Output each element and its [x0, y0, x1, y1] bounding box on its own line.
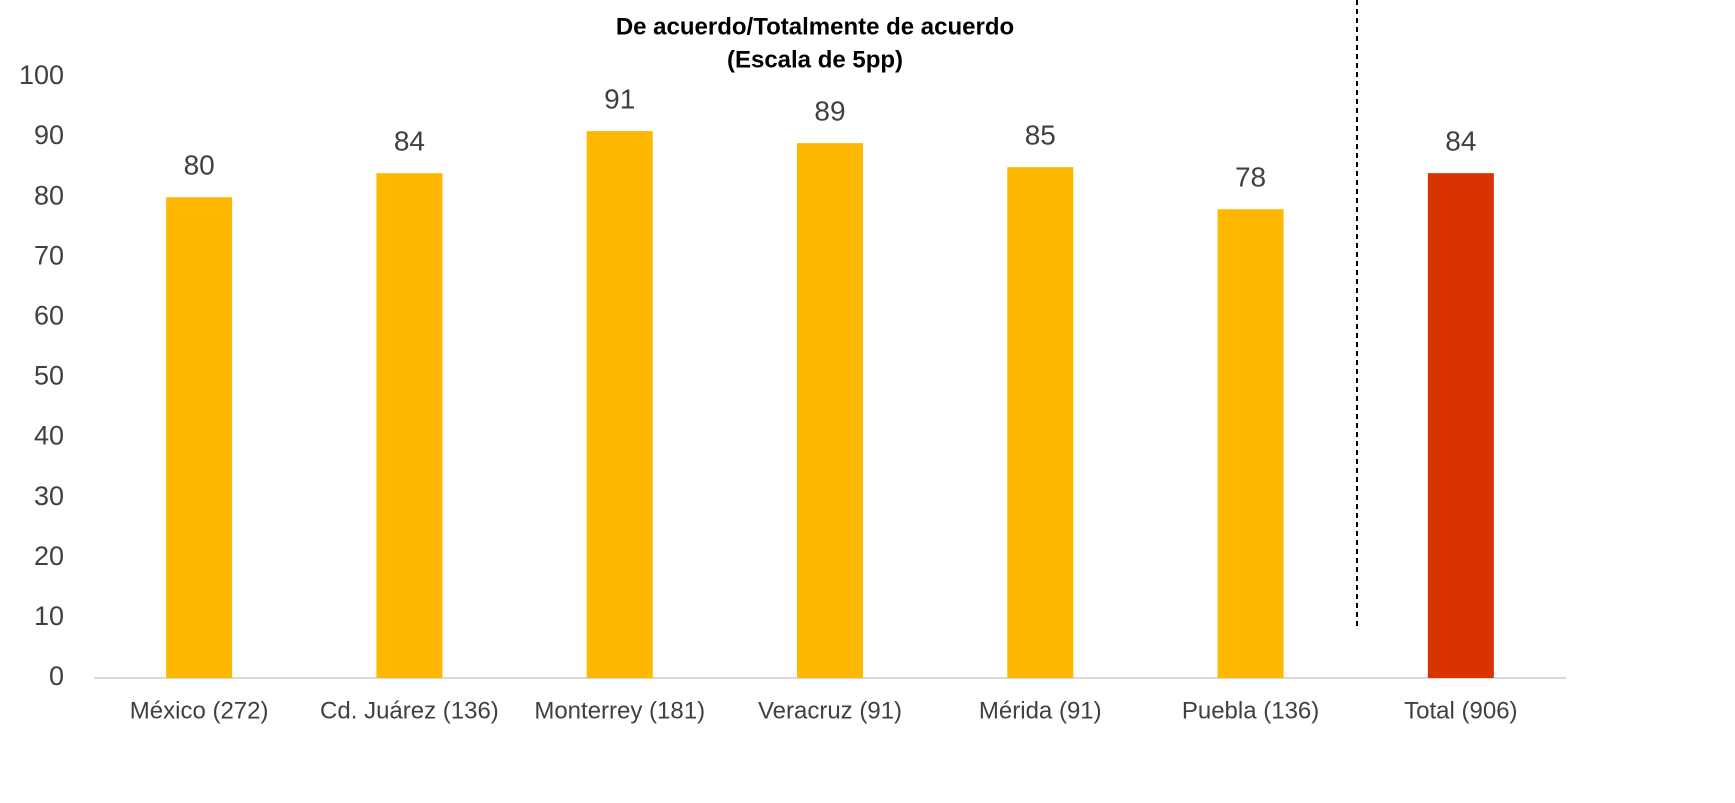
data-label: 80 — [184, 150, 215, 181]
data-label: 84 — [1445, 126, 1476, 157]
x-tick-label: México (272) — [130, 697, 269, 724]
bar — [797, 143, 863, 679]
bar — [1007, 167, 1074, 678]
y-tick-label: 100 — [19, 60, 64, 90]
x-tick-label: Cd. Juárez (136) — [320, 697, 499, 724]
y-tick-label: 60 — [34, 301, 64, 331]
chart-subtitle: (Escala de 5pp) — [727, 46, 903, 73]
bar — [1217, 209, 1284, 678]
y-tick-label: 30 — [34, 481, 64, 511]
x-tick-label: Mérida (91) — [979, 697, 1102, 724]
bar — [586, 131, 653, 679]
data-label: 78 — [1235, 162, 1266, 193]
y-tick-label: 80 — [34, 180, 64, 210]
data-label: 91 — [604, 83, 635, 114]
bar — [1427, 173, 1494, 678]
x-tick-label: Monterrey (181) — [534, 697, 705, 724]
x-tick-label: Total (906) — [1404, 697, 1517, 724]
y-tick-label: 20 — [34, 541, 64, 571]
data-label: 84 — [394, 126, 425, 157]
y-tick-label: 0 — [49, 661, 64, 691]
y-tick-label: 10 — [34, 601, 64, 631]
bar — [166, 197, 233, 678]
x-tick-label: Veracruz (91) — [758, 697, 902, 724]
data-label: 89 — [814, 96, 845, 127]
y-tick-label: 40 — [34, 421, 64, 451]
y-tick-label: 70 — [34, 240, 64, 270]
data-label: 85 — [1025, 120, 1056, 151]
y-tick-label: 90 — [34, 120, 64, 150]
y-tick-label: 50 — [34, 361, 64, 391]
chart-title: De acuerdo/Totalmente de acuerdo — [616, 13, 1014, 40]
bar — [376, 173, 443, 678]
x-tick-label: Puebla (136) — [1182, 697, 1319, 724]
